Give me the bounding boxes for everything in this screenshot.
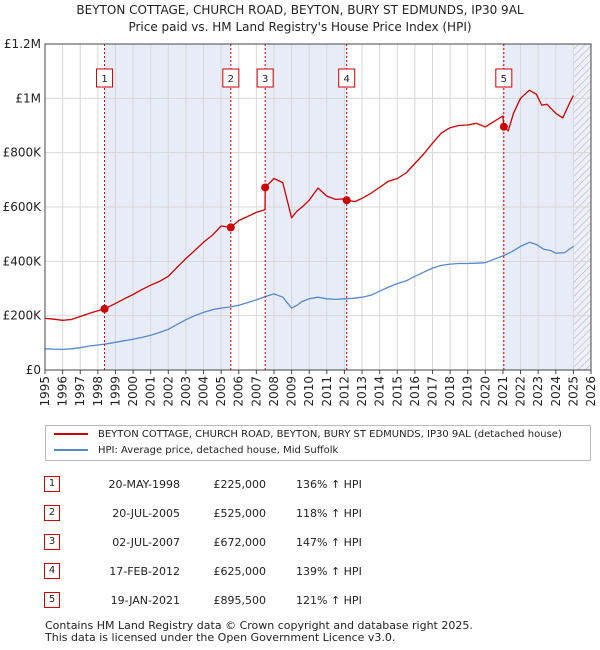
x-tick-label: 2017 <box>425 376 439 407</box>
x-tick-label: 2009 <box>285 376 299 407</box>
x-tick-label: 2026 <box>584 376 598 407</box>
chart-title-line1: BEYTON COTTAGE, CHURCH ROAD, BEYTON, BUR… <box>76 3 524 17</box>
x-tick-label: 2011 <box>320 376 334 407</box>
sale-row: 1 20-MAY-1998 £225,000 136% ↑ HPI <box>0 475 600 495</box>
legend-label-property: BEYTON COTTAGE, CHURCH ROAD, BEYTON, BUR… <box>98 429 562 440</box>
sale-marker-label: 2 <box>228 74 234 85</box>
sale-marker-box <box>256 68 274 88</box>
sale-point <box>261 183 270 192</box>
sale-marker-box <box>222 68 240 88</box>
legend-item-property: BEYTON COTTAGE, CHURCH ROAD, BEYTON, BUR… <box>54 427 562 443</box>
x-tick-label: 2000 <box>126 376 140 407</box>
legend: BEYTON COTTAGE, CHURCH ROAD, BEYTON, BUR… <box>45 425 591 461</box>
sale-price: £672,000 <box>213 536 267 549</box>
x-tick-label: 2014 <box>373 376 387 407</box>
x-tick-label: 2004 <box>197 376 211 407</box>
x-tick-label: 2001 <box>144 376 158 407</box>
sale-date: 20-MAY-1998 <box>108 478 180 491</box>
x-tick-label: 2023 <box>531 376 545 407</box>
plot-frame <box>44 43 592 371</box>
sale-point <box>100 304 109 313</box>
x-tick-label: 1999 <box>108 376 122 407</box>
x-tick-label: 2018 <box>443 376 457 407</box>
chart-title: BEYTON COTTAGE, CHURCH ROAD, BEYTON, BUR… <box>0 2 600 36</box>
sale-date: 20-JUL-2005 <box>112 507 180 520</box>
sale-marker-box <box>96 68 114 88</box>
x-tick-label: 2024 <box>549 376 563 407</box>
sale-date: 19-JAN-2021 <box>110 594 180 607</box>
sale-point <box>342 196 351 205</box>
sale-marker-label: 5 <box>501 74 507 85</box>
sale-marker-label: 1 <box>101 74 107 85</box>
sale-number-badge: 1 <box>44 476 60 492</box>
sale-hpi-change: 139% ↑ HPI <box>296 565 362 578</box>
sale-number-badge: 2 <box>44 505 60 521</box>
sale-hpi-change: 121% ↑ HPI <box>296 594 362 607</box>
x-tick-label: 2012 <box>337 376 351 407</box>
x-tick-label: 2015 <box>390 376 404 407</box>
chart-subtitle: Price paid vs. HM Land Registry's House … <box>128 20 472 34</box>
sale-marker-box <box>338 68 356 88</box>
sale-row: 3 02-JUL-2007 £672,000 147% ↑ HPI <box>0 533 600 553</box>
y-tick-label: £0 <box>26 363 41 377</box>
legend-swatch-hpi <box>54 449 88 451</box>
x-tick-label: 2020 <box>478 376 492 407</box>
sale-date: 02-JUL-2007 <box>112 536 180 549</box>
x-tick-label: 1995 <box>38 376 52 407</box>
sale-number-badge: 4 <box>44 563 60 579</box>
x-tick-label: 2003 <box>179 376 193 407</box>
sale-marker-label: 3 <box>262 74 268 85</box>
x-tick-label: 2002 <box>161 376 175 407</box>
y-tick-label: £600K <box>3 200 43 214</box>
sale-row: 5 19-JAN-2021 £895,500 121% ↑ HPI <box>0 591 600 611</box>
sale-hpi-change: 147% ↑ HPI <box>296 536 362 549</box>
footer-line2: This data is licensed under the Open Gov… <box>45 631 396 644</box>
footer-attribution: Contains HM Land Registry data © Crown c… <box>45 620 473 644</box>
sale-price: £895,500 <box>213 594 267 607</box>
sale-hpi-change: 118% ↑ HPI <box>296 507 362 520</box>
x-tick-label: 1997 <box>73 376 87 407</box>
hpi-line <box>44 241 574 351</box>
x-tick-label: 2025 <box>566 376 580 407</box>
x-tick-label: 2021 <box>496 376 510 407</box>
y-tick-label: £800K <box>3 146 43 160</box>
sale-date: 17-FEB-2012 <box>109 565 180 578</box>
x-tick-label: 2005 <box>214 376 228 407</box>
sale-point <box>226 223 235 232</box>
sale-point <box>499 122 508 131</box>
x-tick-label: 2013 <box>355 376 369 407</box>
sale-number-badge: 3 <box>44 534 60 550</box>
price-chart: 1 2 3 4 5 £0 £200K £400K £600K £800K £1M £1.2M 1995… <box>3 37 598 407</box>
sale-marker-box <box>495 68 513 88</box>
x-tick-label: 2019 <box>461 376 475 407</box>
y-tick-label: £200K <box>3 309 43 323</box>
x-tick-label: 2007 <box>249 376 263 407</box>
y-tick-label: £1.2M <box>4 37 41 51</box>
x-tick-label: 2008 <box>267 376 281 407</box>
sale-marker-label: 4 <box>344 74 350 85</box>
x-tick-label: 1998 <box>91 376 105 407</box>
y-tick-label: £400K <box>3 254 43 268</box>
legend-label-hpi: HPI: Average price, detached house, Mid … <box>98 445 339 456</box>
sale-number-badge: 5 <box>44 592 60 608</box>
sale-price: £625,000 <box>213 565 267 578</box>
sale-hpi-change: 136% ↑ HPI <box>296 478 362 491</box>
sale-row: 4 17-FEB-2012 £625,000 139% ↑ HPI <box>0 562 600 582</box>
footer-line1: Contains HM Land Registry data © Crown c… <box>45 619 473 632</box>
y-tick-label: £1M <box>15 91 41 105</box>
sale-price: £525,000 <box>213 507 267 520</box>
sale-price: £225,000 <box>213 478 267 491</box>
x-tick-label: 2010 <box>302 376 316 407</box>
x-tick-label: 2006 <box>232 376 246 407</box>
x-tick-label: 2016 <box>408 376 422 407</box>
legend-item-hpi: HPI: Average price, detached house, Mid … <box>54 443 338 459</box>
sale-row: 2 20-JUL-2005 £525,000 118% ↑ HPI <box>0 504 600 524</box>
x-tick-label: 1996 <box>56 376 70 407</box>
legend-swatch-property <box>54 433 88 435</box>
x-tick-label: 2022 <box>514 376 528 407</box>
